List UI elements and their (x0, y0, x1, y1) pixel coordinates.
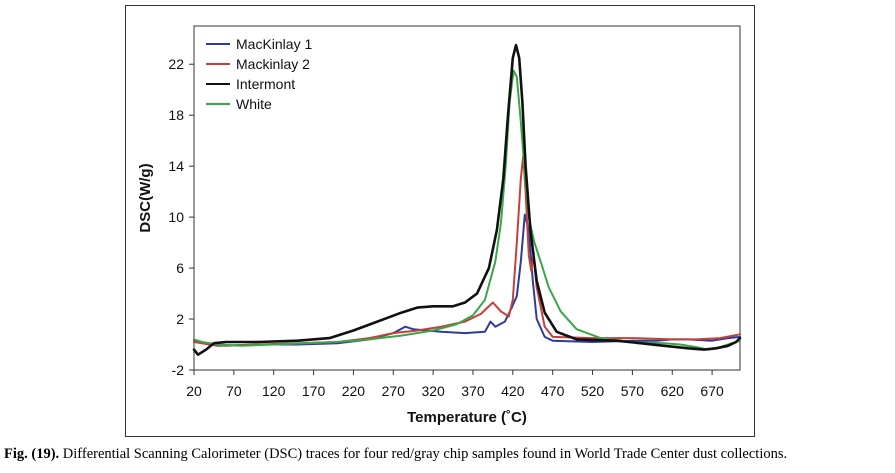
x-tick-label: 270 (382, 383, 406, 399)
series-layer (192, 43, 742, 356)
x-tick-label: 170 (302, 383, 326, 399)
y-tick-label: 22 (168, 56, 184, 72)
y-tick-label: 14 (168, 158, 184, 174)
figure-frame: -2 2 6 10 14 18 22 20 70 120 170 220 270 320 370 420 470… (125, 5, 755, 437)
x-tick-label: 20 (186, 383, 202, 399)
x-tick-label: 70 (226, 383, 242, 399)
legend-label: MacKinlay 1 (236, 36, 312, 52)
y-tick-label: 2 (176, 311, 184, 327)
series-line-white (193, 69, 741, 351)
legend-label: White (236, 96, 272, 112)
series-line-mackinlay-1 (193, 213, 741, 347)
y-tick-label: 18 (168, 107, 184, 123)
caption-label: Fig. (19). (4, 446, 60, 462)
figure-caption: Fig. (19). Differential Scanning Calorim… (4, 446, 894, 463)
series-line-mackinlay-2 (193, 155, 741, 347)
legend-label: Intermont (236, 76, 295, 92)
x-tick-label: 470 (541, 383, 565, 399)
y-tick-label: 6 (176, 260, 184, 276)
x-tick-label: 120 (262, 383, 286, 399)
y-axis-title: DSC(W/g) (137, 163, 154, 232)
x-tick-label: 520 (581, 383, 605, 399)
plot-area-border (193, 25, 741, 371)
x-tick-label: 220 (342, 383, 366, 399)
y-tick-label: 10 (168, 209, 184, 225)
legend: MacKinlay 1 Mackinlay 2 Intermont White (206, 36, 312, 112)
x-axis-title: Temperature (˚C) (407, 409, 527, 426)
x-tick-label: 570 (621, 383, 645, 399)
y-tick-label: -2 (172, 362, 185, 378)
x-tick-label: 670 (700, 383, 724, 399)
x-tick-label: 370 (461, 383, 485, 399)
x-tick-label: 620 (661, 383, 685, 399)
series-line-intermont (192, 43, 742, 356)
legend-label: Mackinlay 2 (236, 56, 310, 72)
caption-text: Differential Scanning Calorimeter (DSC) … (59, 446, 788, 462)
axes: -2 2 6 10 14 18 22 20 70 120 170 220 270 320 370 420 470… (137, 25, 741, 426)
x-tick-label: 420 (501, 383, 525, 399)
x-tick-label: 320 (421, 383, 445, 399)
dsc-chart: -2 2 6 10 14 18 22 20 70 120 170 220 270 320 370 420 470… (137, 25, 742, 426)
